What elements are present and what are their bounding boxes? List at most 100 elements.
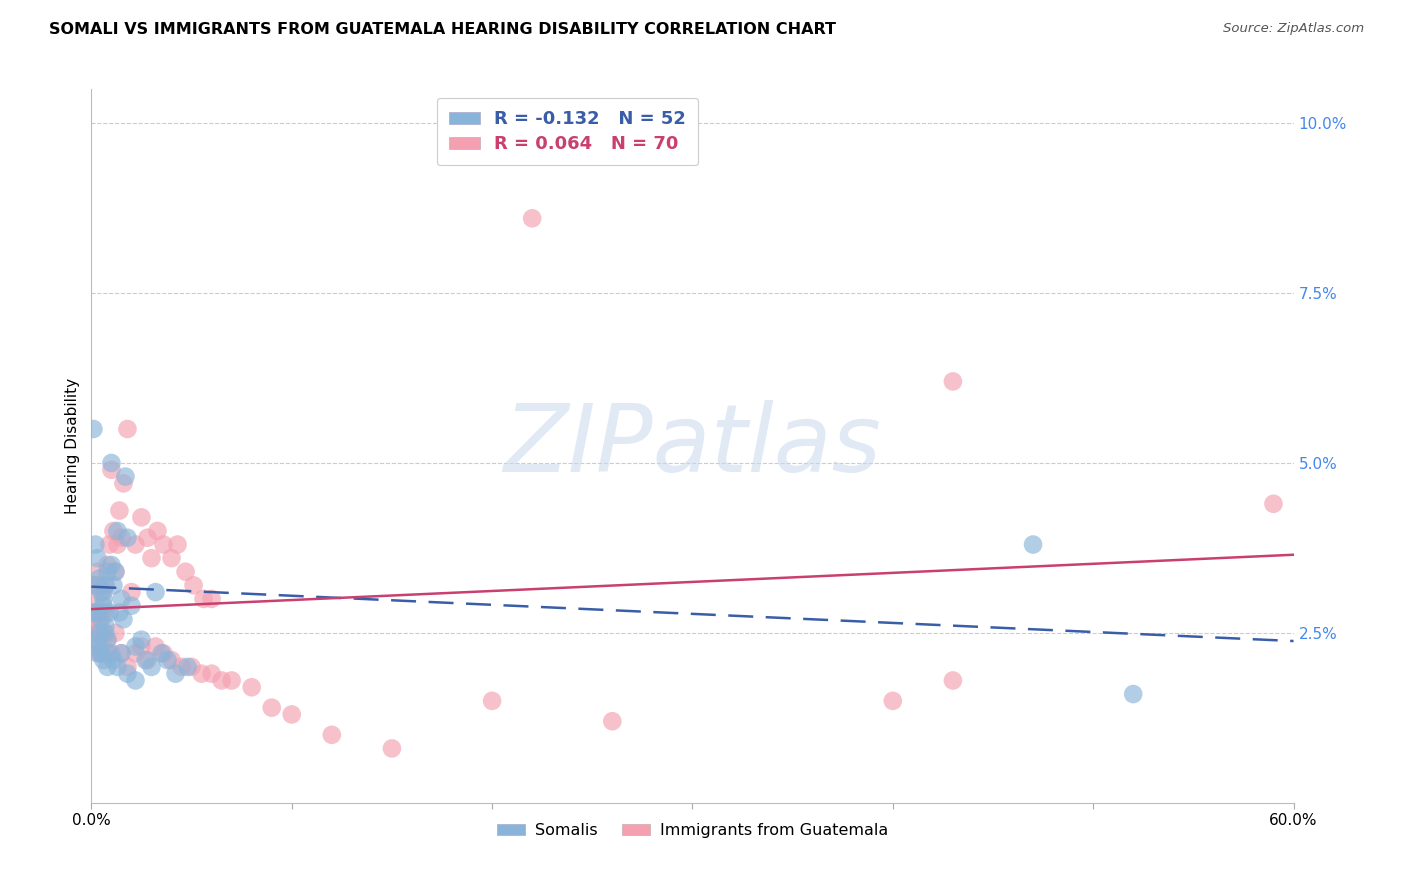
Point	[110, 591, 132, 606]
Point	[1022, 537, 1045, 551]
Point	[84, 537, 107, 551]
Point	[1263, 497, 1285, 511]
Point	[93, 591, 115, 606]
Point	[82, 578, 104, 592]
Text: Source: ZipAtlas.com: Source: ZipAtlas.com	[1223, 22, 1364, 36]
Point	[174, 565, 197, 579]
Point	[156, 653, 179, 667]
Point	[145, 640, 167, 654]
Legend: Somalis, Immigrants from Guatemala: Somalis, Immigrants from Guatemala	[491, 817, 894, 845]
Point	[104, 565, 127, 579]
Point	[141, 660, 163, 674]
Point	[160, 551, 183, 566]
Point	[260, 700, 283, 714]
Point	[522, 211, 544, 226]
Point	[117, 660, 139, 674]
Point	[193, 591, 215, 606]
Point	[104, 565, 127, 579]
Point	[89, 646, 111, 660]
Point	[94, 619, 117, 633]
Point	[124, 640, 146, 654]
Point	[145, 585, 167, 599]
Point	[110, 531, 132, 545]
Point	[481, 694, 503, 708]
Point	[93, 585, 115, 599]
Point	[103, 653, 125, 667]
Point	[93, 599, 115, 613]
Point	[96, 632, 118, 647]
Point	[110, 646, 132, 660]
Point	[100, 646, 122, 660]
Point	[321, 728, 343, 742]
Y-axis label: Hearing Disability: Hearing Disability	[65, 378, 80, 514]
Point	[89, 640, 111, 654]
Point	[90, 612, 112, 626]
Point	[183, 578, 205, 592]
Point	[104, 626, 127, 640]
Point	[94, 578, 117, 592]
Point	[165, 666, 187, 681]
Point	[98, 646, 121, 660]
Point	[124, 537, 146, 551]
Point	[86, 632, 108, 647]
Text: SOMALI VS IMMIGRANTS FROM GUATEMALA HEARING DISABILITY CORRELATION CHART: SOMALI VS IMMIGRANTS FROM GUATEMALA HEAR…	[49, 22, 837, 37]
Point	[82, 606, 104, 620]
Point	[86, 565, 108, 579]
Point	[121, 585, 143, 599]
Point	[112, 612, 135, 626]
Point	[96, 632, 118, 647]
Point	[121, 599, 143, 613]
Point	[152, 537, 174, 551]
Point	[131, 510, 153, 524]
Point	[107, 660, 129, 674]
Point	[221, 673, 243, 688]
Point	[100, 463, 122, 477]
Point	[82, 422, 104, 436]
Point	[117, 422, 139, 436]
Point	[90, 626, 112, 640]
Point	[107, 524, 129, 538]
Point	[117, 666, 139, 681]
Point	[136, 653, 159, 667]
Point	[86, 551, 108, 566]
Point	[94, 626, 117, 640]
Point	[82, 626, 104, 640]
Point	[94, 606, 117, 620]
Point	[86, 646, 108, 660]
Point	[201, 591, 224, 606]
Point	[93, 653, 115, 667]
Point	[134, 653, 156, 667]
Point	[94, 646, 117, 660]
Point	[98, 537, 121, 551]
Point	[84, 591, 107, 606]
Point	[86, 606, 108, 620]
Point	[201, 666, 224, 681]
Point	[93, 632, 115, 647]
Point	[1122, 687, 1144, 701]
Point	[180, 660, 202, 674]
Text: ZIPatlas: ZIPatlas	[503, 401, 882, 491]
Point	[190, 666, 212, 681]
Point	[100, 456, 122, 470]
Point	[112, 476, 135, 491]
Point	[150, 646, 173, 660]
Point	[90, 585, 112, 599]
Point	[117, 531, 139, 545]
Point	[96, 565, 118, 579]
Point	[94, 578, 117, 592]
Point	[110, 646, 132, 660]
Point	[152, 646, 174, 660]
Point	[114, 469, 136, 483]
Point	[240, 680, 263, 694]
Point	[96, 660, 118, 674]
Point	[90, 646, 112, 660]
Point	[98, 606, 121, 620]
Point	[96, 558, 118, 572]
Point	[90, 606, 112, 620]
Point	[86, 606, 108, 620]
Point	[93, 626, 115, 640]
Point	[89, 626, 111, 640]
Point	[89, 572, 111, 586]
Point	[84, 626, 107, 640]
Point	[84, 578, 107, 592]
